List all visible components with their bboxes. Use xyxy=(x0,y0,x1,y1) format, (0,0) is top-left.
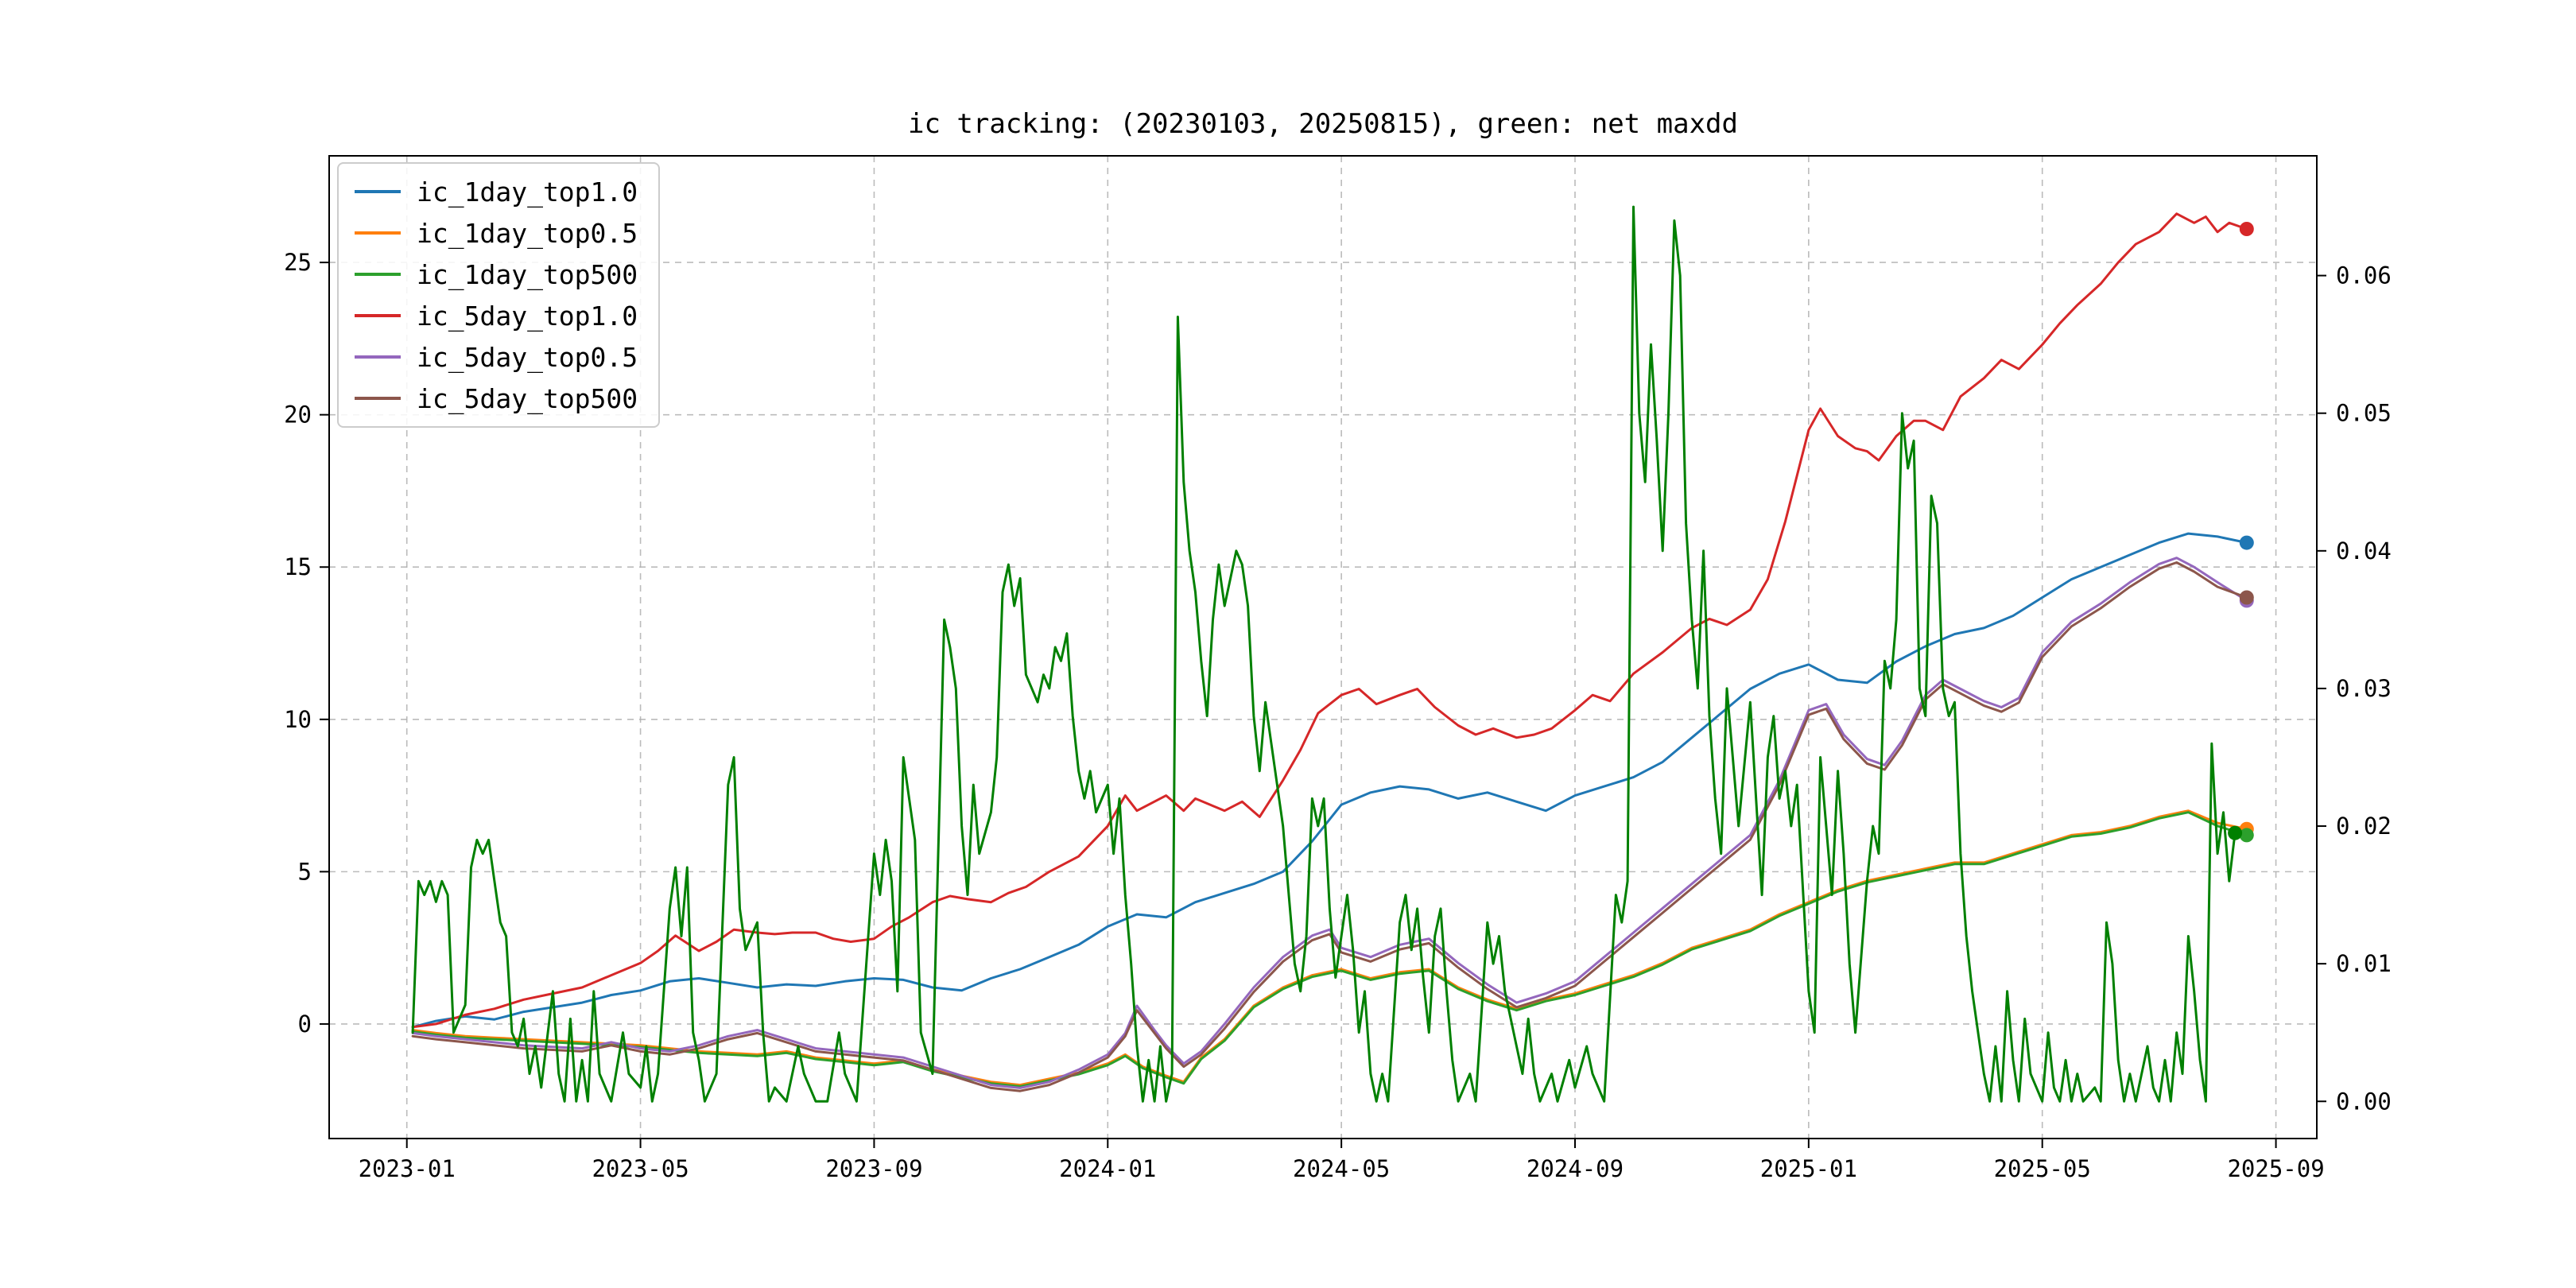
right-tick-label: 0.04 xyxy=(2336,537,2392,564)
series-line-ic_5day_top0.5 xyxy=(411,557,2248,1089)
plot-border xyxy=(328,155,2318,1139)
x-tick-label: 2023-09 xyxy=(825,1155,922,1182)
legend-label: ic_5day_top500 xyxy=(417,382,638,414)
end-dot-ic_1day_top1.0 xyxy=(2239,535,2254,550)
end-dot-ic_5day_top500 xyxy=(2239,590,2254,605)
x-tick-label: 2025-09 xyxy=(2227,1155,2324,1182)
legend-line-swatch xyxy=(355,355,401,359)
left-tick-label: 0 xyxy=(298,1011,312,1038)
legend-item: ic_1day_top1.0 xyxy=(355,173,638,210)
legend-label: ic_1day_top500 xyxy=(417,258,638,290)
x-tick-label: 2023-05 xyxy=(592,1155,689,1182)
legend-item: ic_5day_top1.0 xyxy=(355,297,638,334)
series-line-ic_5day_top1.0 xyxy=(411,212,2248,1029)
x-tick-label: 2024-05 xyxy=(1293,1155,1390,1182)
series-line-ic_5day_top500 xyxy=(411,561,2248,1092)
legend-line-swatch xyxy=(355,231,401,235)
right-tick-label: 0.06 xyxy=(2336,262,2392,289)
legend-item: ic_5day_top500 xyxy=(355,380,638,417)
left-tick-label: 15 xyxy=(284,553,312,580)
right-tick-label: 0.05 xyxy=(2336,400,2392,427)
left-tick-label: 20 xyxy=(284,402,312,429)
right-tick-label: 0.02 xyxy=(2336,813,2392,840)
x-tick-label: 2024-09 xyxy=(1527,1155,1624,1182)
series-line-ic_1day_top1.0 xyxy=(411,532,2248,1029)
series-line-ic_1day_top500 xyxy=(411,811,2248,1088)
right-tick-label: 0.03 xyxy=(2336,675,2392,702)
legend-label: ic_1day_top1.0 xyxy=(417,176,638,208)
legend-line-swatch xyxy=(355,314,401,317)
chart-title: ic tracking: (20230103, 20250815), green… xyxy=(908,108,1738,140)
legend-label: ic_5day_top1.0 xyxy=(417,300,638,332)
x-tick-label: 2024-01 xyxy=(1059,1155,1156,1182)
series-line-ic_1day_top0.5 xyxy=(411,809,2248,1087)
end-dot-ic_5day_top1.0 xyxy=(2239,222,2254,236)
legend: ic_1day_top1.0 ic_1day_top0.5 ic_1day_top5… xyxy=(337,162,661,428)
legend-label: ic_1day_top0.5 xyxy=(417,217,638,249)
left-tick-label: 10 xyxy=(284,706,312,733)
legend-item: ic_1day_top0.5 xyxy=(355,215,638,251)
end-dot-ic_1day_top500 xyxy=(2239,828,2254,843)
legend-label: ic_5day_top0.5 xyxy=(417,341,638,373)
legend-item: ic_1day_top500 xyxy=(355,256,638,293)
x-tick-label: 2025-01 xyxy=(1760,1155,1857,1182)
series-line-net_maxdd xyxy=(411,205,2237,1103)
x-tick-label: 2023-01 xyxy=(359,1155,456,1182)
legend-item: ic_5day_top0.5 xyxy=(355,339,638,375)
right-tick-label: 0.00 xyxy=(2336,1088,2392,1115)
left-tick-label: 25 xyxy=(284,249,312,276)
x-tick-label: 2025-05 xyxy=(1994,1155,2091,1182)
left-tick-label: 5 xyxy=(298,858,312,885)
legend-line-swatch xyxy=(355,273,401,276)
end-dot-net_maxdd xyxy=(2228,825,2243,840)
right-tick-label: 0.01 xyxy=(2336,950,2392,977)
legend-line-swatch xyxy=(355,397,401,400)
legend-line-swatch xyxy=(355,190,401,193)
